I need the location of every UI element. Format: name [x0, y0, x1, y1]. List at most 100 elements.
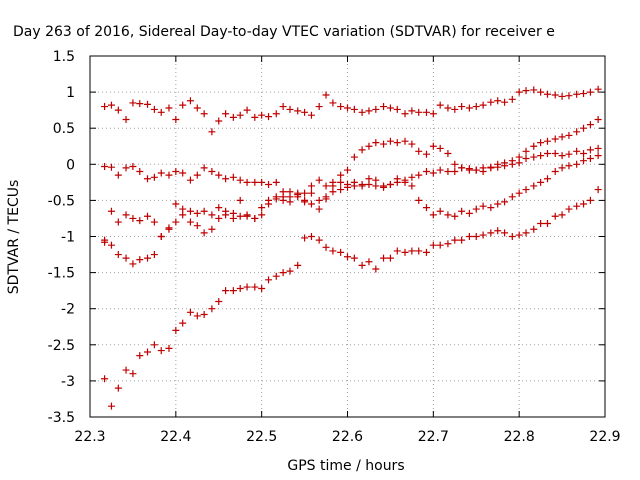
data-point [315, 236, 323, 244]
chart-title: Day 263 of 2016, Sidereal Day-to-day VTE… [13, 24, 555, 40]
data-point [208, 225, 216, 233]
data-point [215, 117, 223, 125]
x-tick-label: 22.9 [589, 429, 620, 445]
data-point [200, 310, 208, 318]
data-point [215, 214, 223, 222]
data-point [522, 155, 530, 163]
data-point [136, 256, 144, 264]
x-tick-label: 22.6 [332, 429, 363, 445]
data-point [365, 258, 373, 266]
data-point [451, 212, 459, 220]
data-point [236, 176, 244, 184]
data-point [322, 195, 330, 203]
data-point [272, 195, 280, 203]
data-point [172, 116, 180, 124]
data-point [380, 254, 388, 262]
data-point [114, 171, 122, 179]
data-point [258, 211, 266, 219]
data-point [258, 178, 266, 186]
data-point [408, 107, 416, 115]
axes: 22.3 22.4 22.5 22.6 22.7 22.8 22.9 1.5 1 0.5 0 -0.5… [48, 49, 621, 445]
data-point [136, 217, 144, 225]
data-point [215, 204, 223, 212]
data-point [501, 159, 509, 167]
x-tick-label: 22.4 [160, 429, 191, 445]
data-point [458, 207, 466, 215]
data-point [444, 149, 452, 157]
data-point [258, 111, 266, 119]
data-point [393, 105, 401, 113]
data-point [365, 181, 373, 189]
data-point [358, 181, 366, 189]
data-point [444, 168, 452, 176]
data-point [129, 370, 137, 378]
data-point [179, 169, 187, 177]
data-point [415, 108, 423, 116]
data-point [107, 241, 115, 249]
data-point [530, 182, 538, 190]
data-point [251, 113, 259, 121]
data-point [558, 211, 566, 219]
data-point [487, 229, 495, 237]
data-point [543, 220, 551, 228]
data-point [179, 211, 187, 219]
data-point [586, 155, 594, 163]
data-point [358, 108, 366, 116]
data-point [530, 86, 538, 94]
data-point [422, 108, 430, 116]
data-point [479, 164, 487, 172]
data-point [436, 207, 444, 215]
data-point [479, 231, 487, 239]
data-point [422, 248, 430, 256]
data-point [580, 90, 588, 98]
data-point [494, 200, 502, 208]
data-point [114, 384, 122, 392]
data-point [129, 99, 137, 107]
data-point [436, 144, 444, 152]
data-point [508, 95, 516, 103]
data-point [150, 105, 158, 113]
data-point [350, 105, 358, 113]
data-point [114, 251, 122, 259]
data-point [129, 214, 137, 222]
data-point [530, 153, 538, 161]
data-point [136, 100, 144, 108]
data-point [565, 162, 573, 170]
y-tick-label: 0.5 [53, 121, 75, 137]
data-point [215, 297, 223, 305]
y-tick-label: -3.5 [48, 410, 75, 426]
data-point [315, 176, 323, 184]
plot-frame [89, 55, 606, 418]
x-tick-label: 22.7 [418, 429, 449, 445]
data-point [179, 101, 187, 109]
data-point [294, 191, 302, 199]
data-point [101, 375, 109, 383]
data-point [551, 168, 559, 176]
data-point [380, 140, 388, 148]
data-point [251, 283, 259, 291]
y-axis-label: SDTVAR / TECUs [6, 180, 22, 295]
data-point [415, 171, 423, 179]
data-point [565, 92, 573, 100]
data-point [422, 150, 430, 158]
data-point [551, 212, 559, 220]
data-point [494, 160, 502, 168]
data-point [258, 284, 266, 292]
data-point [193, 209, 201, 217]
data-point [222, 211, 230, 219]
data-point [122, 164, 130, 172]
y-tick-label: 1.5 [53, 49, 75, 65]
data-point [222, 175, 230, 183]
data-point [265, 113, 273, 121]
data-point [472, 233, 480, 240]
data-point [286, 193, 294, 201]
data-point [565, 131, 573, 139]
data-point [243, 211, 251, 219]
data-point [358, 146, 366, 154]
data-point [522, 229, 530, 237]
data-point [573, 90, 581, 98]
data-point [107, 101, 115, 109]
data-point [487, 98, 495, 106]
data-point [101, 103, 109, 111]
